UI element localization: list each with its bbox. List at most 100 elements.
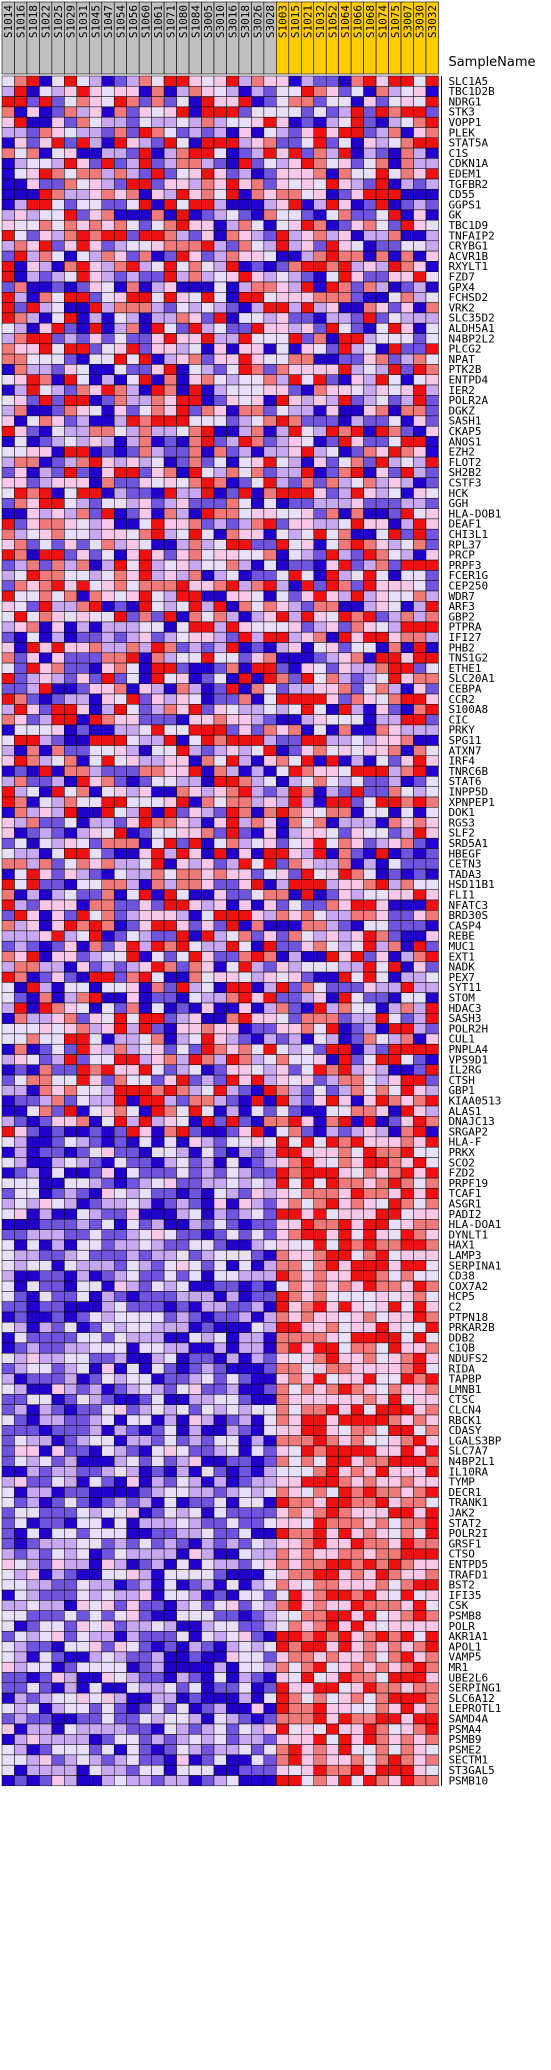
gene-label: WDR7 [448,590,475,603]
heatmap-cell [51,106,65,118]
heatmap-cell [226,528,240,540]
heatmap-cell [350,837,364,849]
heatmap-cell [64,879,78,890]
heatmap-cell [251,611,265,623]
heatmap-cell [1,590,15,602]
heatmap-cell [425,642,439,654]
heatmap-cell [425,940,439,952]
heatmap-cell [425,796,439,808]
heatmap-cell [151,570,165,581]
heatmap-cell [14,395,28,406]
heatmap-cell [151,189,165,200]
heatmap-cell [251,1188,265,1199]
heatmap-cell [325,302,339,314]
heatmap-cell [39,1394,53,1405]
heatmap-cell [400,240,414,252]
heatmap-cell [350,1177,364,1189]
heatmap-cell [126,322,140,334]
heatmap-cell [276,106,290,118]
heatmap-cell [276,673,290,684]
heatmap-cell [400,1280,414,1292]
heatmap-cell [138,817,152,829]
heatmap-cell [251,1435,265,1447]
gene-label: IL2RG [448,1064,481,1077]
heatmap-cell [163,209,177,221]
heatmap-cell [113,415,127,427]
heatmap-cell [226,652,240,664]
heatmap-cell [138,1363,152,1375]
heatmap-cell [400,1188,414,1199]
heatmap-cell [276,1033,290,1045]
heatmap-cell [375,302,389,314]
heatmap-cell [425,570,439,581]
heatmap-cell [400,127,414,139]
heatmap-cell [301,189,314,200]
heatmap-cell [64,127,78,139]
heatmap-cell [1,1188,15,1199]
heatmap-cell [263,755,277,767]
heatmap-cell [151,621,165,633]
heatmap-cell [400,539,414,551]
heatmap-cell [413,693,427,705]
heatmap-cell [101,982,115,993]
heatmap-cell [251,1229,265,1241]
heatmap-cell [238,395,252,406]
heatmap-cell [400,755,414,767]
heatmap-cell [238,1404,252,1416]
heatmap-cell [313,219,327,231]
heatmap-cell [288,1239,302,1251]
heatmap-cell [138,1445,152,1457]
heatmap-cell [126,178,140,190]
heatmap-cell [51,1023,65,1035]
heatmap-cell [201,312,215,324]
heatmap-cell [350,1023,364,1035]
heatmap-cell [26,734,40,746]
heatmap-cell [1,1383,15,1395]
heatmap-cell [89,1342,103,1354]
heatmap-cell [176,106,190,118]
heatmap-cell [350,1322,364,1333]
heatmap-cell [413,796,427,808]
heatmap-cell [388,920,402,932]
heatmap-cell [64,1105,78,1117]
heatmap-cell [325,116,339,128]
heatmap-cell [176,858,190,870]
heatmap-cell [276,786,290,798]
heatmap-cell [288,899,302,911]
heatmap-cell [151,1054,165,1066]
heatmap-cell [151,209,165,221]
heatmap-cell [251,971,265,983]
heatmap-cell [14,1219,28,1230]
heatmap-cell [400,899,414,911]
heatmap-cell [238,621,252,633]
heatmap-cell [301,312,314,324]
heatmap-cell [163,580,177,592]
heatmap-cell [26,642,40,654]
heatmap-cell [1,127,15,139]
heatmap-cell [188,868,202,880]
heatmap-cell [163,1260,177,1272]
heatmap-cell [76,1116,90,1127]
heatmap-cell [126,209,140,221]
heatmap-cell [101,518,115,530]
heatmap-cell [226,1054,240,1066]
heatmap-cell [163,168,177,180]
heatmap-cell [238,219,252,231]
heatmap-cell [388,693,402,705]
heatmap-cell [288,1414,302,1426]
heatmap-cell [238,1157,252,1169]
heatmap-cell [263,498,277,509]
heatmap-cell [76,971,90,983]
heatmap-cell [313,930,327,942]
heatmap-cell [188,1270,202,1282]
heatmap-cell [1,343,15,355]
heatmap-cell [301,1043,314,1055]
heatmap-cell [213,1476,227,1488]
heatmap-cell [76,219,90,231]
heatmap-cell [288,209,302,221]
heatmap-cell [238,1342,252,1354]
heatmap-cell [201,1054,215,1066]
heatmap-cell [301,219,314,231]
heatmap-cell [176,178,190,190]
heatmap-cell [64,982,78,993]
